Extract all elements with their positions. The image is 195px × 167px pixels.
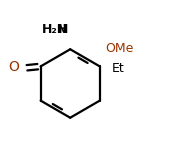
Text: H₂N: H₂N [42,23,68,36]
Text: OMe: OMe [106,42,134,55]
Text: Et: Et [112,62,124,74]
Text: H: H [58,23,68,36]
Text: O: O [8,60,19,74]
